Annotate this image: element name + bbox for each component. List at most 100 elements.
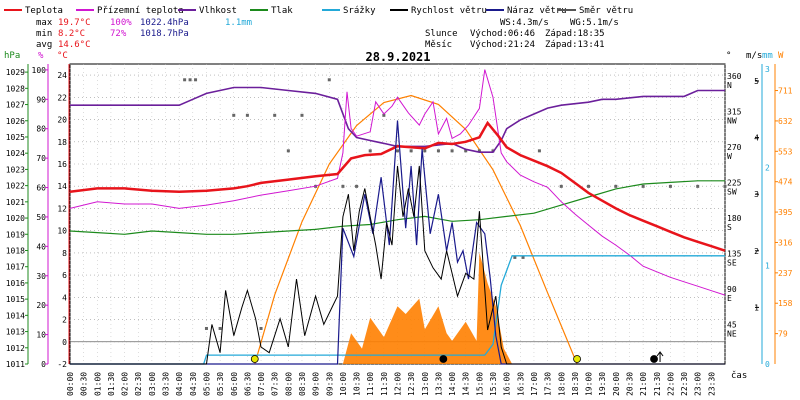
legend-label-srazky: Srážky (343, 6, 376, 16)
stat-avg-label: avg (36, 40, 52, 50)
x-tick-label: 16:00 (503, 372, 512, 396)
info-slunce-vychod: Východ:06:46 (470, 29, 535, 39)
press-tick-label: 1017 (6, 263, 25, 272)
x-tick-label: 08:00 (284, 372, 293, 396)
smer-point (513, 255, 517, 259)
x-tick-label: 03:00 (148, 372, 157, 396)
stat-max-hum: 100% (110, 18, 132, 28)
hum-tick-label: 40 (36, 242, 46, 251)
x-tick-label: 23:30 (707, 372, 716, 396)
series-teplota-line (69, 120, 726, 252)
legend-label-prizemni: Přízemní teplota (97, 6, 184, 16)
x-tick-label: 14:00 (448, 372, 457, 396)
smer-point (194, 78, 198, 82)
smer-point (218, 326, 222, 330)
info-wg: WG:5.1m/s (570, 18, 619, 28)
x-tick-label: 05:30 (216, 372, 225, 396)
legend-label-rychlost: Rychlost větru (411, 6, 487, 16)
hum-tick-label: 0 (41, 360, 46, 369)
x-tick-label: 11:30 (380, 372, 389, 396)
x-tick-label: 23:00 (694, 372, 703, 396)
x-tick-label: 19:30 (598, 372, 607, 396)
legend-label-tlak: Tlak (271, 6, 293, 16)
x-tick-label: 12:30 (407, 372, 416, 396)
temp-tick-label: 6 (62, 271, 67, 280)
legend-label-teplota: Teplota (25, 6, 63, 16)
smer-point (183, 78, 187, 82)
marker-sunset (573, 355, 581, 363)
unit-mm: mm (762, 51, 773, 61)
press-tick-label: 1023 (6, 165, 25, 174)
hum-tick-label: 30 (36, 272, 46, 281)
smer-point (327, 78, 331, 82)
temp-tick-label: 16 (57, 160, 67, 169)
stat-max-label: max (36, 18, 53, 28)
hum-tick-label: 90 (36, 95, 46, 104)
stat-max-rain: 1.1mm (225, 18, 252, 28)
x-tick-label: 22:30 (680, 372, 689, 396)
x-tick-label: 21:00 (639, 372, 648, 396)
marker-sunrise (250, 355, 259, 363)
x-tick-label: 01:30 (107, 372, 116, 396)
smer-point (450, 149, 454, 153)
smer-point (300, 113, 304, 117)
unit-degc: °C (57, 51, 68, 61)
press-tick-label: 1013 (6, 328, 25, 337)
hum-tick-label: 10 (36, 331, 46, 340)
x-tick-label: 14:30 (462, 372, 471, 396)
x-tick-label: 04:30 (189, 372, 198, 396)
w-tick-label: 158 (778, 299, 793, 308)
press-tick-label: 1022 (6, 182, 25, 191)
press-tick-label: 1011 (6, 360, 25, 369)
x-tick-label: 17:30 (544, 372, 553, 396)
smer-point (188, 78, 192, 82)
w-tick-label: 711 (778, 87, 793, 96)
unit-pct: % (38, 51, 44, 61)
smer-point (723, 184, 727, 188)
press-tick-label: 1015 (6, 295, 25, 304)
temp-tick-label: 10 (57, 227, 67, 236)
w-tick-label: 395 (778, 208, 793, 217)
x-tick-label: 08:30 (298, 372, 307, 396)
x-tick-label: 01:00 (93, 372, 102, 396)
w-tick-label: 237 (778, 269, 793, 278)
dir-tick-dir: NW (727, 116, 737, 125)
dir-tick-dir: S (727, 223, 732, 232)
series-naraz-line (70, 120, 725, 365)
stat-max-press: 1022.4hPa (140, 18, 189, 28)
temp-tick-label: 22 (57, 93, 67, 102)
dir-tick-label: 225 (727, 178, 742, 187)
chart-title: 28.9.2021 (365, 50, 430, 64)
info-slunce-label: Slunce (425, 29, 458, 39)
series-rychlost-line (70, 165, 725, 365)
press-tick-label: 1027 (6, 101, 25, 110)
w-tick-label: 632 (778, 117, 793, 126)
smer-point (423, 149, 427, 153)
press-tick-label: 1012 (6, 344, 25, 353)
press-tick-label: 1016 (6, 279, 25, 288)
unit-w: W (778, 51, 784, 61)
press-tick-label: 1018 (6, 246, 25, 255)
hum-tick-label: 50 (36, 213, 46, 222)
legend-label-naraz: Náraz větru (507, 6, 567, 16)
stats-block: max 19.7°C 100% 1022.4hPa 1.1mm min 8.2°… (36, 18, 252, 50)
series-srazky-line (70, 255, 725, 365)
info-mesic-zapad: Západ:13:41 (545, 40, 605, 50)
x-tick-label: 10:30 (353, 372, 362, 396)
x-tick-label: 11:00 (366, 372, 375, 396)
plot-area (69, 69, 727, 365)
stat-min-press: 1018.7hPa (140, 29, 189, 39)
smer-point (587, 184, 591, 188)
x-tick-label: 07:00 (257, 372, 266, 396)
dir-tick-label: 180 (727, 214, 742, 223)
dir-tick-dir: E (727, 294, 732, 303)
smer-point (696, 184, 700, 188)
press-tick-label: 1029 (6, 68, 25, 77)
mm-tick-label: 0 (765, 360, 770, 369)
smer-point (273, 113, 277, 117)
smer-point (477, 149, 481, 153)
series-radiace-area (342, 252, 725, 364)
x-tick-label: 18:00 (557, 372, 566, 396)
legend-label-vlhkost: Vlhkost (199, 6, 237, 16)
smer-point (436, 149, 440, 153)
